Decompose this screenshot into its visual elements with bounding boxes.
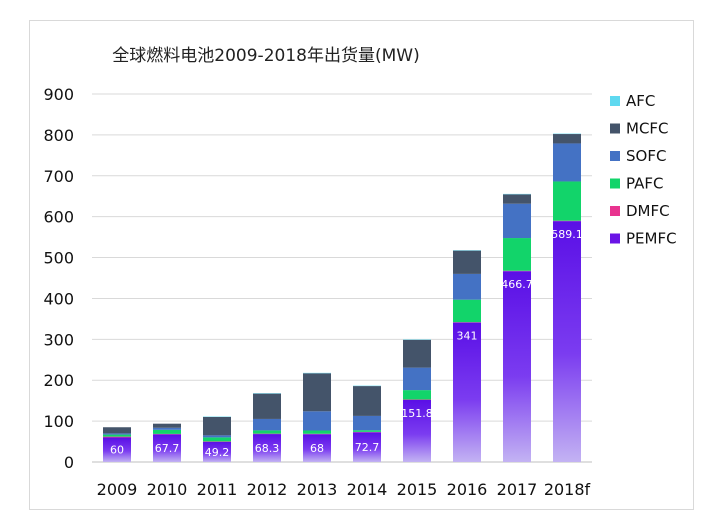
- bar-segment-pemfc: [203, 441, 231, 462]
- bar-segment-sofc: [103, 433, 131, 435]
- y-tick-label: 800: [43, 126, 74, 145]
- bar-segment-pafc: [103, 434, 131, 437]
- bar-segment-mcfc: [553, 134, 581, 144]
- bar-segment-mcfc: [303, 373, 331, 412]
- bar-segment-sofc: [203, 435, 231, 438]
- y-tick-label: 400: [43, 289, 74, 308]
- gridlines: [92, 93, 592, 463]
- bar-segment-mcfc: [153, 423, 181, 428]
- x-axis-ticks: 2009 2010 2011 2012 2013 2014 2015 2016 2017 2018…: [97, 480, 591, 499]
- bar-segment-mcfc: [353, 386, 381, 416]
- bar-segment-pafc: [503, 238, 531, 271]
- y-tick-label: 900: [43, 85, 74, 104]
- y-tick-label: 500: [43, 249, 74, 268]
- x-tick-label: 2012: [247, 480, 288, 499]
- bar-segment-mcfc: [403, 339, 431, 368]
- x-tick-label: 2016: [447, 480, 488, 499]
- x-tick-label: 2015: [397, 480, 438, 499]
- legend-label: DMFC: [626, 202, 670, 220]
- data-label: 589.1: [551, 228, 583, 241]
- legend-label: AFC: [626, 92, 655, 110]
- data-label: 341: [457, 330, 478, 343]
- y-tick-label: 0: [64, 453, 74, 472]
- data-label: 151.8: [401, 407, 433, 420]
- bar-segment-sofc: [153, 427, 181, 430]
- bar-segment-sofc: [503, 203, 531, 239]
- bar-segment-mcfc: [103, 427, 131, 434]
- data-labels: 60 67.7 49.2 68.3 68 72.7 151.8 341 466.7 589.1: [110, 228, 583, 459]
- x-tick-label: 2009: [97, 480, 138, 499]
- legend-swatch-sofc: [610, 151, 620, 161]
- x-tick-label: 2014: [347, 480, 388, 499]
- x-tick-label: 2010: [147, 480, 188, 499]
- legend-label: PEMFC: [626, 230, 677, 248]
- chart-title: 全球燃料电池2009-2018年出货量(MW): [112, 46, 419, 66]
- legend-swatch-pemfc: [610, 233, 620, 244]
- legend-swatch-dmfc: [610, 206, 620, 216]
- bar-segment-pemfc: [303, 434, 331, 462]
- fuel-cell-shipments-chart: 全球燃料电池2009-2018年出货量(MW) 0 100 200 300 400 500…: [43, 46, 677, 499]
- bar-segment-pemfc: [103, 437, 131, 462]
- bar-segment-pemfc: [253, 434, 281, 462]
- bar-segment-mcfc: [253, 393, 281, 419]
- legend-label: MCFC: [626, 120, 669, 138]
- bar-segment-pafc: [153, 429, 181, 434]
- bar-segment-mcfc: [453, 250, 481, 274]
- data-label: 466.7: [501, 278, 533, 291]
- bar-segment-sofc: [403, 367, 431, 391]
- bar-segment-pemfc: [153, 434, 181, 462]
- bar-segment-pemfc: [353, 432, 381, 462]
- y-tick-label: 100: [43, 412, 74, 431]
- data-label: 68.3: [255, 442, 280, 455]
- bar-segment-pemfc: [503, 271, 531, 462]
- bar-segment-pafc: [203, 437, 231, 442]
- bar-segment-dmfc: [103, 436, 131, 438]
- bar-segment-mcfc: [203, 416, 231, 436]
- legend-swatch-pafc: [610, 178, 620, 189]
- bar-segment-sofc: [553, 143, 581, 182]
- data-label: 49.2: [205, 446, 230, 459]
- x-tick-label: 2011: [197, 480, 238, 499]
- bar-segment-mcfc: [503, 194, 531, 204]
- data-label: 72.7: [355, 441, 380, 454]
- bar-segment-pafc: [403, 390, 431, 400]
- bar-segment-pemfc: [403, 399, 431, 462]
- chart-frame: 全球燃料电池2009-2018年出货量(MW) 0 100 200 300 400 500…: [29, 20, 694, 510]
- bar-segment-pafc: [303, 430, 331, 434]
- bar-segment-pafc: [553, 181, 581, 221]
- bar-segment-pemfc: [453, 322, 481, 462]
- bar-segment-sofc: [353, 415, 381, 431]
- y-tick-label: 200: [43, 371, 74, 390]
- y-tick-label: 600: [43, 208, 74, 227]
- x-tick-label: 2018f: [544, 480, 591, 499]
- bar-segment-pafc: [253, 430, 281, 434]
- bar-segment-sofc: [253, 418, 281, 431]
- y-axis-ticks: 0 100 200 300 400 500 600 700 800 900: [43, 85, 74, 472]
- legend-label: PAFC: [626, 175, 663, 193]
- bar-segment-sofc: [303, 411, 331, 431]
- data-label: 60: [110, 444, 124, 457]
- y-tick-label: 300: [43, 330, 74, 349]
- bar-segment-pemfc: [553, 221, 581, 462]
- legend-swatch-afc: [610, 96, 620, 106]
- bar-segment-sofc: [453, 273, 481, 300]
- data-label: 68: [310, 442, 324, 455]
- data-label: 67.7: [155, 442, 180, 455]
- bar-segment-pafc: [453, 299, 481, 323]
- legend-label: SOFC: [626, 147, 666, 165]
- legend-swatch-mcfc: [610, 123, 620, 134]
- x-tick-label: 2017: [497, 480, 538, 499]
- x-tick-label: 2013: [297, 480, 338, 499]
- bar-segment-pafc: [353, 430, 381, 432]
- bar-stacks: [103, 133, 581, 462]
- legend: AFC MCFC SOFC PAFC DMFC PEMFC: [610, 92, 677, 248]
- y-tick-label: 700: [43, 167, 74, 186]
